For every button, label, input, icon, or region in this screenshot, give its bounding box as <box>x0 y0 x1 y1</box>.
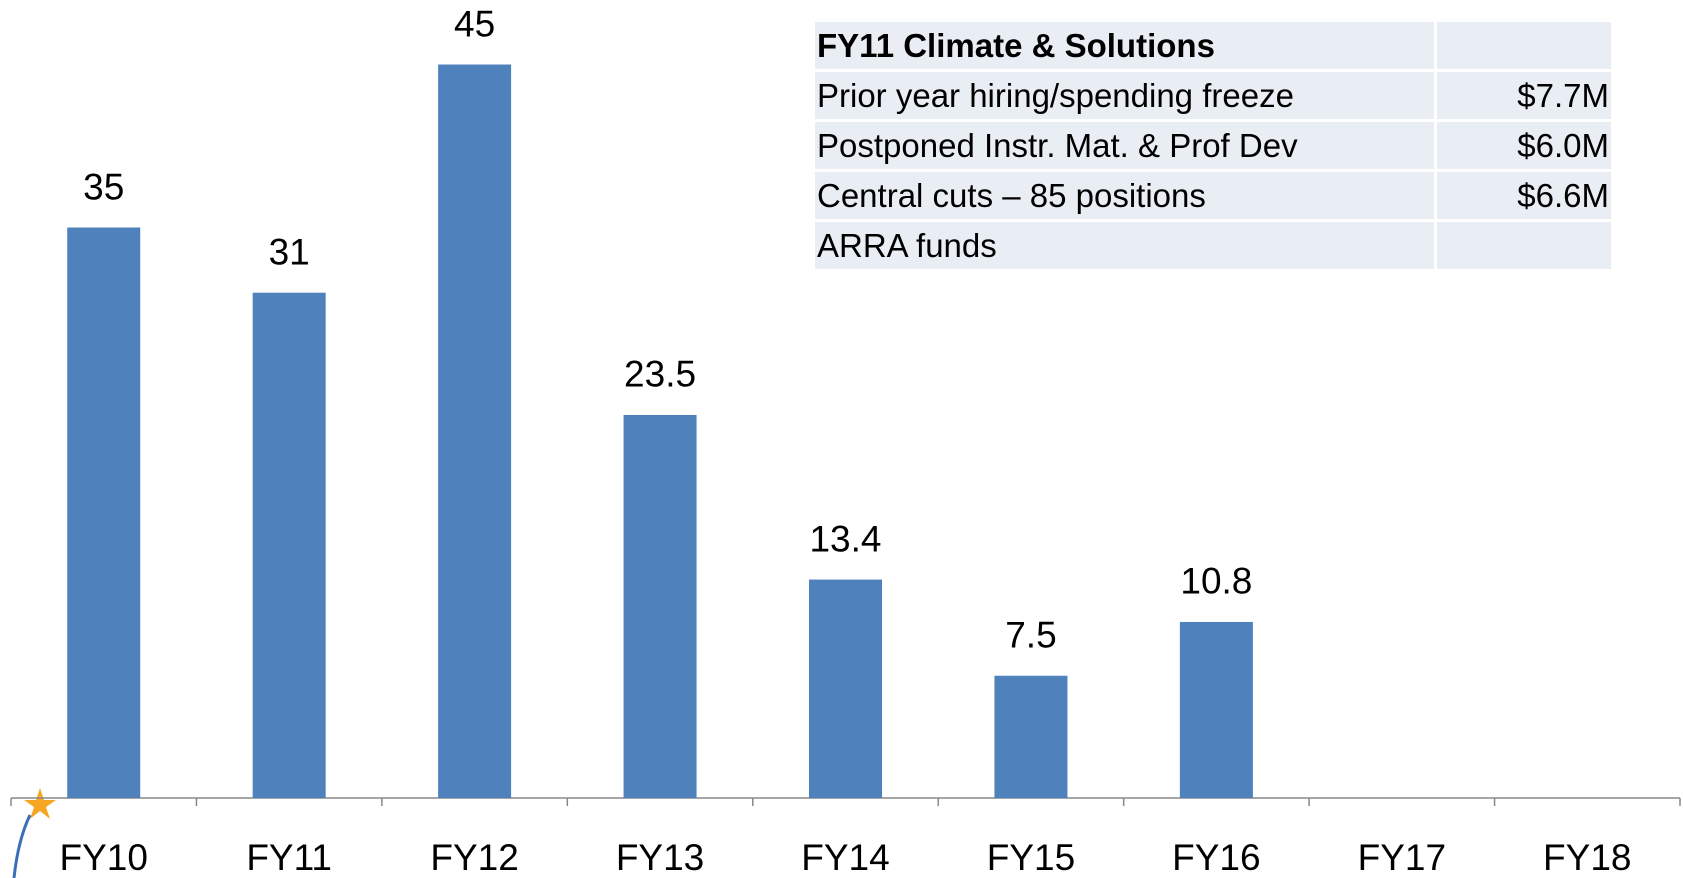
value-label: 45 <box>454 3 495 44</box>
table-row: Central cuts – 85 positions $6.6M <box>812 169 1614 222</box>
x-tick-label: FY14 <box>801 837 889 878</box>
table-cell <box>1434 219 1614 272</box>
logo <box>12 788 56 878</box>
table-cell: $6.6M <box>1434 169 1614 222</box>
value-label: 10.8 <box>1180 561 1252 602</box>
value-label: 23.5 <box>624 354 696 395</box>
bar <box>994 675 1068 798</box>
table-row: Prior year hiring/spending freeze $7.7M <box>812 69 1614 122</box>
table-cell: Postponed Instr. Mat. & Prof Dev <box>812 119 1437 172</box>
bar <box>252 292 326 798</box>
table-cell: $7.7M <box>1434 69 1614 122</box>
table-row: Postponed Instr. Mat. & Prof Dev $6.0M <box>812 119 1614 172</box>
x-tick-label: FY11 <box>246 837 332 878</box>
table-header-row: FY11 Climate & Solutions <box>812 19 1614 72</box>
bar <box>438 64 512 798</box>
x-tick-label: FY12 <box>430 837 518 878</box>
table-cell: $6.0M <box>1434 119 1614 172</box>
info-table: FY11 Climate & Solutions Prior year hirin… <box>812 19 1614 272</box>
x-tick-label: FY17 <box>1358 837 1446 878</box>
x-tick-label: FY18 <box>1543 837 1631 878</box>
value-label: 7.5 <box>1005 615 1056 656</box>
bar <box>623 414 697 798</box>
bar <box>67 227 141 798</box>
bar <box>809 579 882 798</box>
x-tick-label: FY13 <box>616 837 704 878</box>
x-tick-label: FY16 <box>1172 837 1260 878</box>
table-cell: Prior year hiring/spending freeze <box>812 69 1437 122</box>
value-label: 35 <box>83 166 124 207</box>
x-tick-label: FY15 <box>987 837 1075 878</box>
table-title: FY11 Climate & Solutions <box>812 19 1437 72</box>
x-tick-label: FY10 <box>60 837 148 878</box>
table-row: ARRA funds <box>812 219 1614 272</box>
table-cell: Central cuts – 85 positions <box>812 169 1437 222</box>
table-cell <box>1434 19 1614 72</box>
value-label: 31 <box>269 231 310 272</box>
value-label: 13.4 <box>809 518 881 559</box>
table-cell: ARRA funds <box>812 219 1437 272</box>
bar <box>1179 621 1253 798</box>
